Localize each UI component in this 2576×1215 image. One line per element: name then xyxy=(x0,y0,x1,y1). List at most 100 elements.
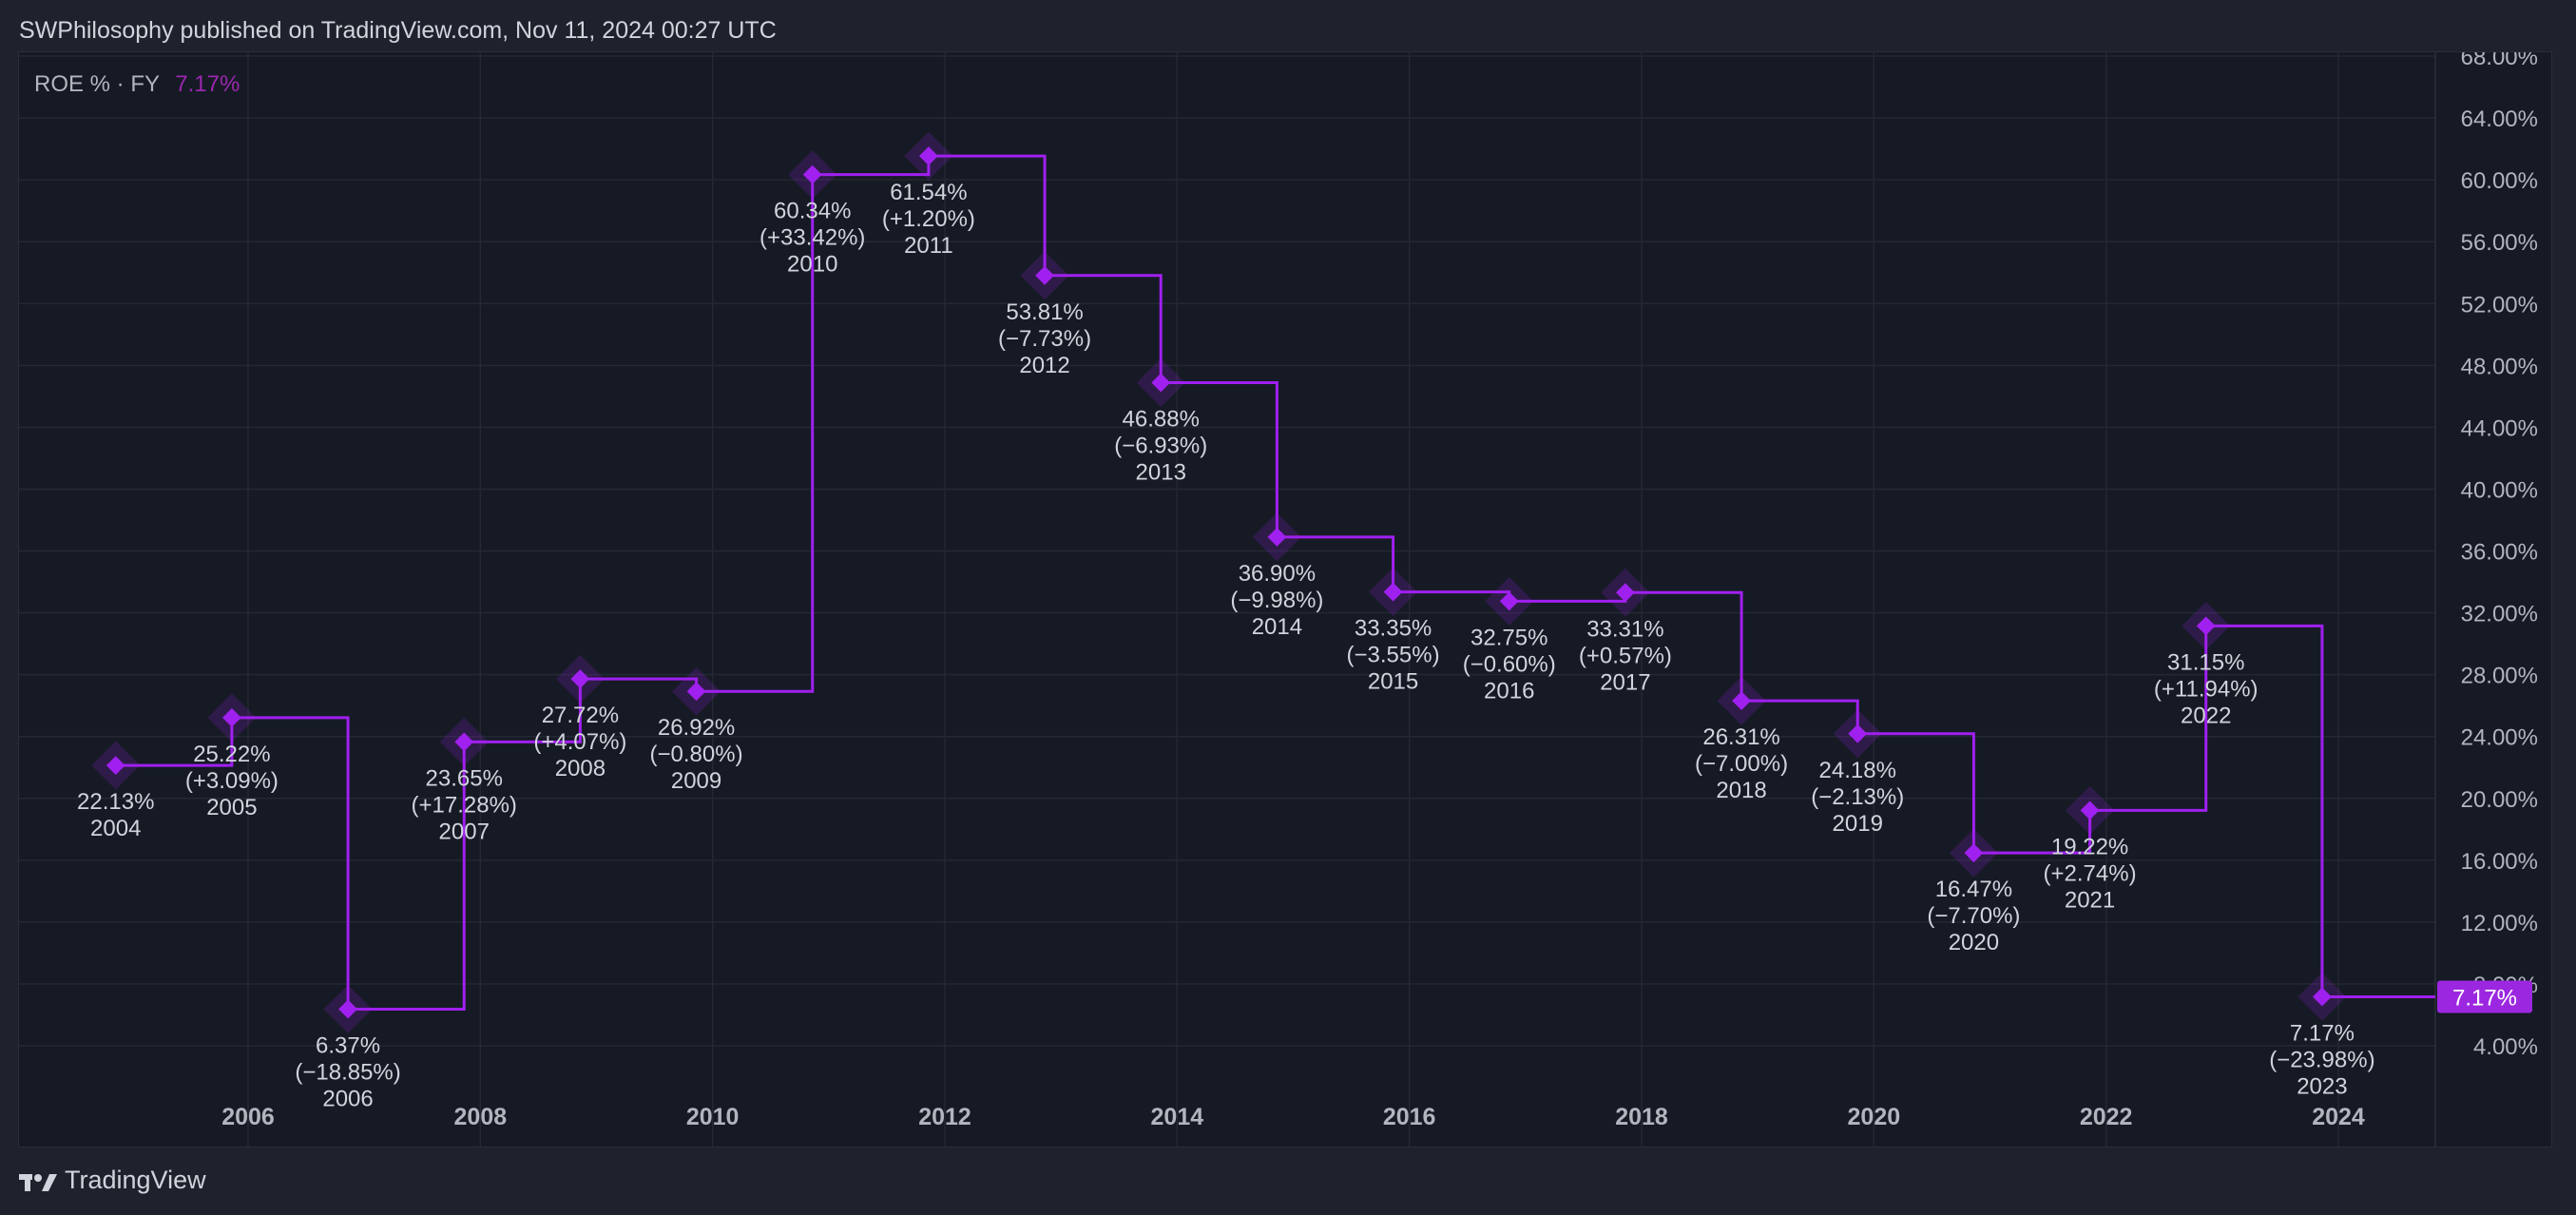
publisher-line: SWPhilosophy published on TradingView.co… xyxy=(19,17,777,44)
footer-brand-label: TradingView xyxy=(65,1166,206,1194)
legend-label: ROE % · FY xyxy=(34,71,160,97)
data-point[interactable]: 53.81%(−7.73%)2012 xyxy=(998,251,1091,378)
point-marker xyxy=(686,682,706,702)
point-marker xyxy=(338,999,357,1019)
point-marker xyxy=(1035,265,1054,285)
x-tick-label: 2024 xyxy=(2312,1104,2365,1130)
point-marker xyxy=(1151,373,1171,393)
point-change-label: (−3.55%) xyxy=(1347,643,1440,668)
point-change-label: (+3.09%) xyxy=(185,768,279,794)
point-year-label: 2019 xyxy=(1833,811,1883,837)
point-year-label: 2004 xyxy=(90,816,141,841)
point-change-label: (−6.93%) xyxy=(1114,434,1207,459)
y-tick-label: 4.00% xyxy=(2473,1034,2538,1060)
x-tick-label: 2012 xyxy=(918,1104,971,1130)
data-point[interactable]: 7.17%(−23.98%)2023 xyxy=(2269,972,2375,1099)
y-tick-label: 28.00% xyxy=(2461,664,2538,689)
roe-step-chart[interactable]: 4.00%8.00%12.00%16.00%20.00%24.00%28.00%… xyxy=(19,52,2552,1148)
x-tick-label: 2008 xyxy=(454,1104,508,1130)
point-year-label: 2011 xyxy=(904,233,953,259)
point-value-label: 16.47% xyxy=(1935,877,2012,902)
point-change-label: (−7.70%) xyxy=(1927,903,2020,929)
point-year-label: 2017 xyxy=(1600,669,1650,695)
point-marker xyxy=(2196,616,2216,636)
point-value-label: 23.65% xyxy=(426,765,503,791)
y-tick-label: 68.00% xyxy=(2461,52,2538,70)
x-tick-label: 2016 xyxy=(1383,1104,1436,1130)
data-point[interactable]: 31.15%(+11.94%)2022 xyxy=(2154,601,2259,728)
tradingview-logo-icon xyxy=(19,1170,57,1191)
point-change-label: (+11.94%) xyxy=(2154,676,2259,702)
x-tick-label: 2020 xyxy=(1848,1104,1901,1130)
point-change-label: (+4.07%) xyxy=(533,729,626,755)
y-tick-label: 24.00% xyxy=(2461,725,2538,751)
y-tick-label: 20.00% xyxy=(2461,787,2538,813)
y-tick-label: 44.00% xyxy=(2461,415,2538,441)
data-point[interactable]: 19.22%(+2.74%)2021 xyxy=(2044,785,2137,913)
point-value-label: 31.15% xyxy=(2167,649,2244,675)
legend-value: 7.17% xyxy=(175,71,240,97)
series-step-line[interactable] xyxy=(115,154,2435,1011)
point-year-label: 2016 xyxy=(1484,678,1534,704)
point-change-label: (−18.85%) xyxy=(295,1059,400,1085)
point-year-label: 2007 xyxy=(439,819,490,844)
x-tick-label: 2022 xyxy=(2080,1104,2133,1130)
data-point[interactable]: 6.37%(−18.85%)2006 xyxy=(295,984,401,1111)
point-marker xyxy=(1499,591,1519,611)
point-value-label: 33.35% xyxy=(1355,616,1432,642)
data-point[interactable]: 60.34%(+33.42%)2010 xyxy=(759,150,865,278)
data-point[interactable]: 33.31%(+0.57%)2017 xyxy=(1579,568,1672,695)
point-value-label: 24.18% xyxy=(1819,758,1896,783)
point-year-label: 2021 xyxy=(2065,887,2115,913)
point-change-label: (−0.60%) xyxy=(1463,651,1556,677)
point-year-label: 2023 xyxy=(2297,1073,2347,1099)
y-tick-label: 40.00% xyxy=(2461,477,2538,503)
point-value-label: 25.22% xyxy=(193,742,270,767)
point-year-label: 2018 xyxy=(1716,778,1766,803)
point-change-label: (+1.20%) xyxy=(882,206,975,232)
data-point[interactable]: 61.54%(+1.20%)2011 xyxy=(882,131,975,259)
y-tick-label: 52.00% xyxy=(2461,292,2538,318)
data-point[interactable]: 32.75%(−0.60%)2016 xyxy=(1463,576,1556,704)
last-value-label: 7.17% xyxy=(2452,985,2517,1011)
data-point[interactable]: 23.65%(+17.28%)2007 xyxy=(412,717,517,844)
last-value-badge: 7.17% xyxy=(2437,980,2532,1013)
point-change-label: (−7.00%) xyxy=(1695,751,1788,777)
x-tick-label: 2014 xyxy=(1151,1104,1204,1130)
data-point[interactable]: 25.22%(+3.09%)2005 xyxy=(185,693,279,820)
data-point[interactable]: 26.92%(−0.80%)2009 xyxy=(650,666,743,794)
data-point[interactable]: 24.18%(−2.13%)2019 xyxy=(1811,709,1904,837)
point-marker xyxy=(2312,987,2332,1007)
point-change-label: (+2.74%) xyxy=(2044,860,2137,886)
point-year-label: 2022 xyxy=(2181,703,2231,728)
data-point[interactable]: 36.90%(−9.98%)2014 xyxy=(1230,512,1323,640)
footer-brand[interactable]: TradingView xyxy=(19,1166,206,1195)
point-value-label: 33.31% xyxy=(1586,616,1663,642)
point-year-label: 2009 xyxy=(671,768,721,794)
data-point[interactable]: 16.47%(−7.70%)2020 xyxy=(1927,828,2020,955)
point-year-label: 2008 xyxy=(555,756,606,781)
point-marker xyxy=(2080,800,2100,820)
y-tick-label: 12.00% xyxy=(2461,911,2538,936)
y-tick-label: 60.00% xyxy=(2461,168,2538,194)
y-tick-label: 36.00% xyxy=(2461,540,2538,566)
point-marker xyxy=(570,669,590,689)
point-change-label: (+0.57%) xyxy=(1579,643,1672,668)
data-point[interactable]: 33.35%(−3.55%)2015 xyxy=(1347,568,1440,695)
point-marker xyxy=(1732,691,1751,711)
y-tick-label: 48.00% xyxy=(2461,354,2538,379)
point-value-label: 36.90% xyxy=(1239,561,1316,587)
point-marker xyxy=(1383,582,1403,602)
point-change-label: (−23.98%) xyxy=(2269,1047,2374,1072)
x-tick-label: 2018 xyxy=(1615,1104,1668,1130)
data-point[interactable]: 27.72%(+4.07%)2008 xyxy=(533,654,626,781)
series-legend[interactable]: ROE % · FY 7.17% xyxy=(34,71,240,98)
point-value-label: 60.34% xyxy=(774,199,851,224)
point-year-label: 2012 xyxy=(1019,353,1069,378)
chart-pane[interactable]: 4.00%8.00%12.00%16.00%20.00%24.00%28.00%… xyxy=(18,51,2552,1148)
data-point[interactable]: 26.31%(−7.00%)2018 xyxy=(1695,676,1788,803)
data-point[interactable]: 22.13%2004 xyxy=(77,741,154,841)
point-year-label: 2013 xyxy=(1136,460,1186,486)
data-point[interactable]: 46.88%(−6.93%)2013 xyxy=(1114,358,1207,486)
x-tick-label: 2010 xyxy=(686,1104,740,1130)
